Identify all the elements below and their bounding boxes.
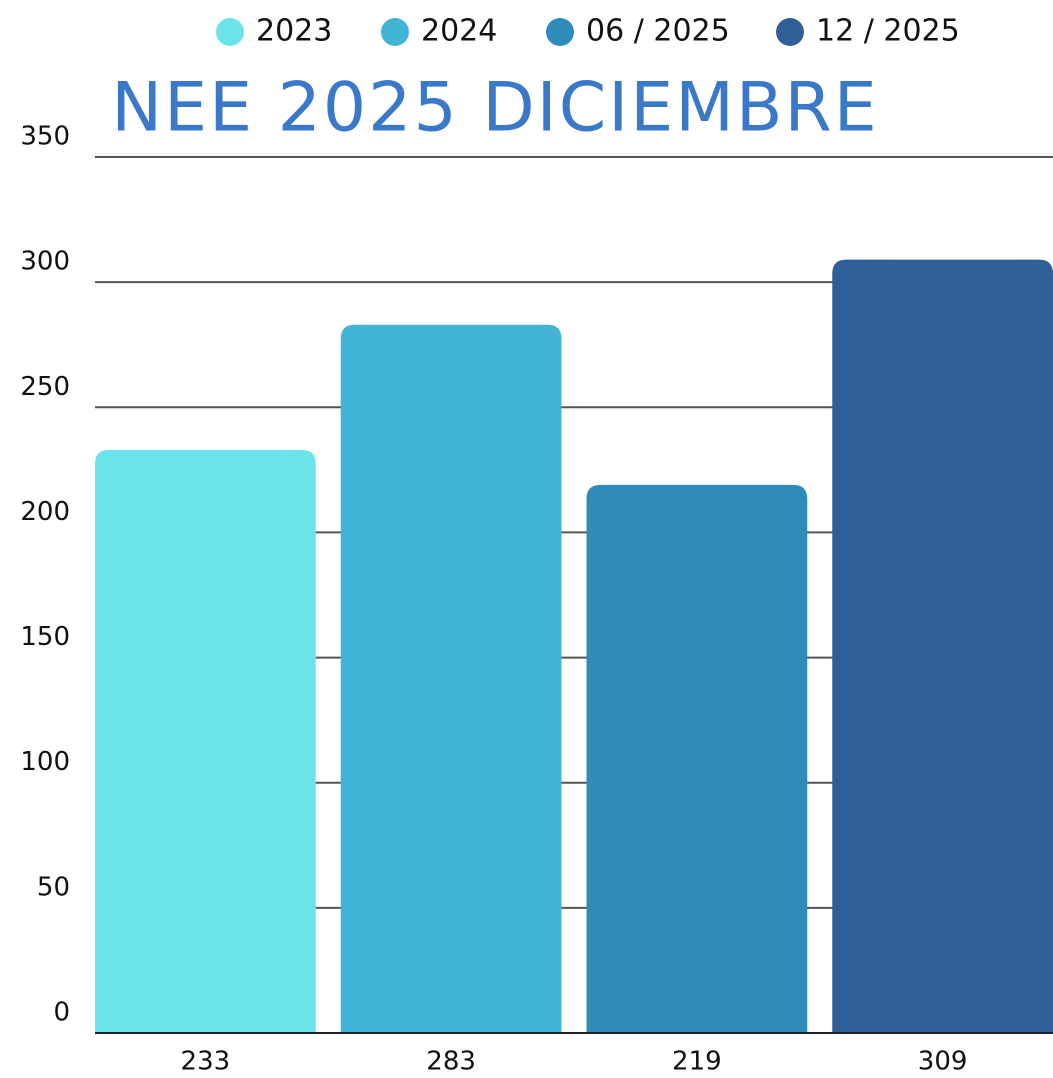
y-tick-label: 150 [20,622,70,652]
bar [832,259,1053,1033]
legend-swatch [776,18,804,46]
legend-swatch [381,18,409,46]
y-tick-label: 350 [20,122,70,152]
y-tick-label: 100 [20,747,70,777]
data-label: 233 [181,1047,231,1077]
y-tick-label: 0 [53,998,70,1028]
legend-label: 2023 [256,14,332,49]
bar [340,324,562,1034]
y-tick-label: 250 [20,372,70,402]
legend-swatch [546,18,574,46]
chart-title: NEE 2025 DICIEMBRE [111,69,879,148]
bar [586,484,808,1034]
y-tick-label: 50 [37,872,70,902]
data-label: 283 [426,1047,476,1077]
y-tick-label: 200 [20,497,70,527]
data-label: 219 [672,1047,722,1077]
legend-label: 2024 [421,14,497,49]
legend-label: 06 / 2025 [586,14,730,49]
bar [95,449,316,1033]
legend-swatch [216,18,244,46]
legend-label: 12 / 2025 [816,14,960,49]
data-label: 309 [918,1047,968,1077]
y-tick-label: 300 [20,247,70,277]
